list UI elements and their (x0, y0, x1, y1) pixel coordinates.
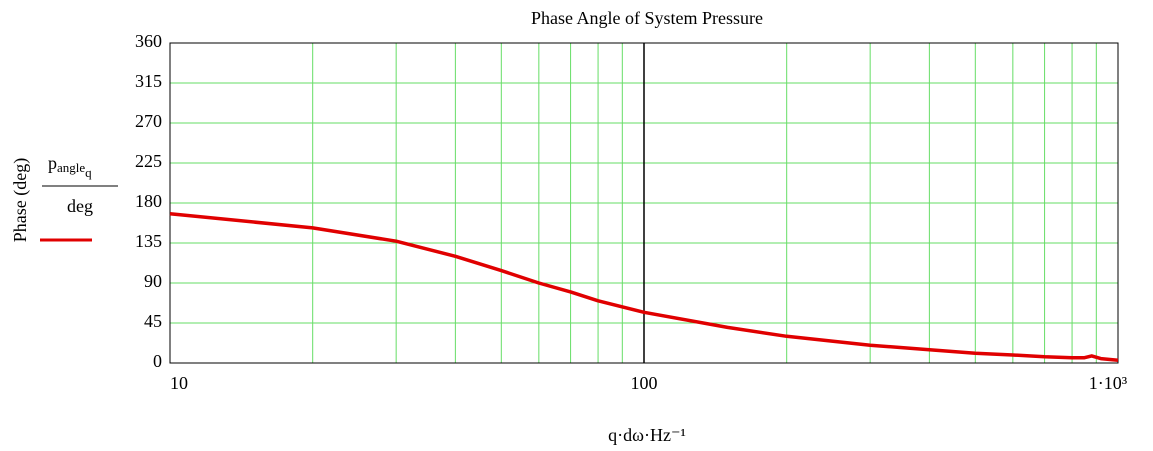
data-line (169, 211, 1119, 363)
legend-denominator: deg (67, 196, 93, 216)
legend-numerator: pangleq (48, 153, 92, 180)
y-tick-label: 0 (153, 351, 162, 371)
chart-title: Phase Angle of System Pressure (531, 8, 763, 28)
x-tick-label: 10 (170, 373, 188, 393)
y-tick-label: 135 (135, 231, 162, 251)
legend-sub: angle (57, 160, 85, 175)
x-axis-label: q·dω·Hz⁻¹ (608, 425, 686, 445)
legend-base: p (48, 153, 57, 173)
y-tick-label: 360 (135, 31, 162, 51)
x-tick-label: 100 (631, 373, 658, 393)
y-axis-label: Phase (deg) (10, 158, 31, 242)
legend-subsub: q (85, 165, 92, 180)
y-tick-label: 180 (135, 191, 162, 211)
plot-frame (169, 42, 1119, 364)
y-tick-label: 45 (144, 311, 162, 331)
y-tick-label: 315 (135, 71, 162, 91)
y-tick-label: 90 (144, 271, 162, 291)
x-tick-label: 1·10³ (1089, 373, 1128, 393)
y-tick-label: 270 (135, 111, 162, 131)
y-tick-label: 225 (135, 151, 162, 171)
